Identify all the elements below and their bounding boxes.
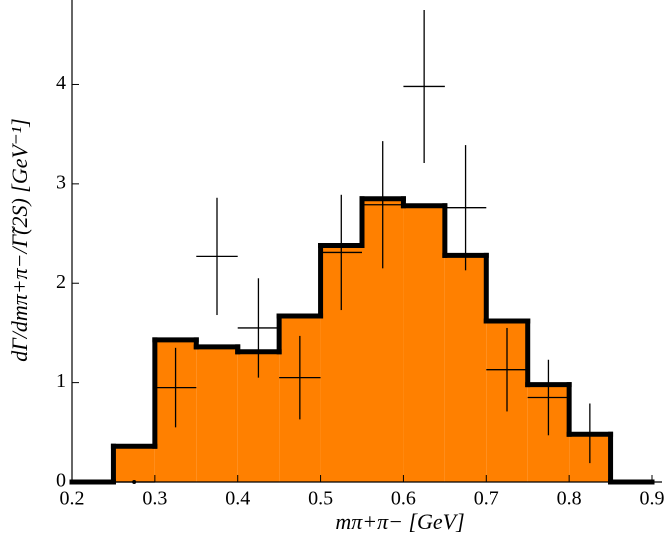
bar xyxy=(444,255,487,482)
y-tick-label: 3 xyxy=(56,171,66,193)
bar xyxy=(196,346,238,482)
x-tick-label: 0.7 xyxy=(474,488,499,510)
x-tick-label: 0.3 xyxy=(142,488,167,510)
x-tick-label: 0.8 xyxy=(557,488,582,510)
x-tick-label: 0.6 xyxy=(391,488,416,510)
x-tick-label: 0.4 xyxy=(225,488,250,510)
y-tick-label: 1 xyxy=(56,370,66,392)
y-tick-label: 0 xyxy=(56,470,66,492)
x-axis-label: mπ+π− [GeV] xyxy=(335,509,464,534)
x-tick-label: 0.5 xyxy=(308,488,333,510)
x-tick-label: 0.2 xyxy=(60,488,85,510)
x-tick-label: 0.9 xyxy=(640,488,664,510)
bar xyxy=(113,446,155,482)
y-tick-label: 2 xyxy=(56,271,66,293)
bar xyxy=(403,205,445,482)
y-tick-label: 4 xyxy=(56,72,66,94)
y-axis-label: dΓ/dmπ+π−/Γ̃(2S) [GeV⁻¹] xyxy=(7,118,32,361)
